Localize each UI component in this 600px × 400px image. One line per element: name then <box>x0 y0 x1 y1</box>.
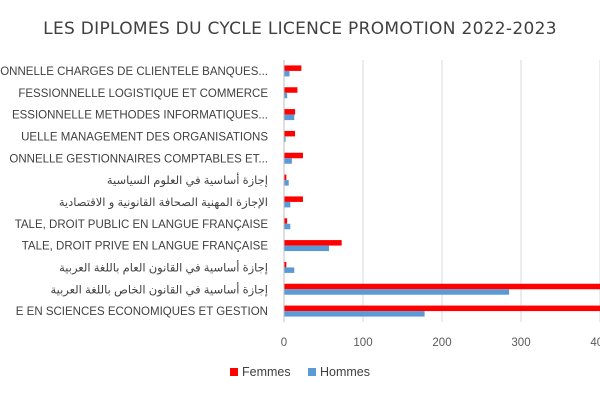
bar-hommes <box>284 267 295 273</box>
x-tick-label: 300 <box>511 337 530 349</box>
bar-hommes <box>284 201 291 208</box>
bar-hommes <box>284 136 286 142</box>
x-axis-ticks: 0 100 200 300 400 <box>281 337 600 349</box>
bar-femmes <box>284 305 600 312</box>
x-tick-label: 400 <box>590 337 600 349</box>
bar-hommes <box>284 92 288 99</box>
bar-femmes <box>284 283 600 290</box>
category-label: TALE, DROIT PRIVE EN LANGUE FRANÇAISE <box>22 241 269 253</box>
chart-title: LES DIPLOMES DU CYCLE LICENCE PROMOTION … <box>43 19 557 39</box>
category-label: E EN SCIENCES ECONOMIQUES ET GESTION <box>16 306 268 318</box>
legend-label-femmes: Femmes <box>242 365 291 379</box>
bar-femmes <box>284 130 296 137</box>
bar-hommes <box>284 311 425 317</box>
bar-femmes <box>284 218 288 224</box>
category-label: TALE, DROIT PUBLIC EN LANGUE FRANÇAISE <box>15 219 269 231</box>
legend: Femmes Hommes <box>230 365 370 379</box>
category-label: FESSIONNELLE LOGISTIQUE ET COMMERCE <box>18 88 268 100</box>
category-label: ONNELLE GESTIONNAIRES COMPTABLES ET... <box>9 153 268 165</box>
category-label: إجازة أساسية في القانون الخاص باللغة الع… <box>50 281 268 297</box>
bar-femmes <box>284 240 342 246</box>
category-labels: ONNELLE CHARGES DE CLIENTELE BANQUES... F… <box>0 66 268 318</box>
bars <box>284 65 600 317</box>
bar-femmes <box>284 109 296 115</box>
bar-hommes <box>284 114 295 121</box>
bar-femmes <box>284 196 303 202</box>
bar-femmes <box>284 65 302 71</box>
category-label: ESSIONNELLE METHODES INFORMATIQUES... <box>12 110 268 122</box>
bar-femmes <box>284 152 303 159</box>
bar-femmes <box>284 174 287 181</box>
bar-hommes <box>284 245 330 252</box>
bar-femmes <box>284 87 298 93</box>
x-tick-label: 100 <box>353 337 372 349</box>
legend-swatch-femmes <box>230 368 238 376</box>
category-label: ONNELLE CHARGES DE CLIENTELE BANQUES... <box>0 66 268 78</box>
bar-hommes <box>284 289 510 295</box>
category-label: إجازة أساسية في القانون العام باللغة الع… <box>59 259 268 275</box>
category-label: UELLE MANAGEMENT DES ORGANISATIONS <box>21 131 268 143</box>
legend-swatch-hommes <box>308 368 316 376</box>
category-label: إجازة أساسية في العلوم السياسية <box>107 172 268 188</box>
bar-hommes <box>284 180 289 186</box>
gridlines <box>362 60 600 322</box>
x-tick-label: 0 <box>281 337 287 349</box>
category-label: الإجازة المهنية الصحافة القانونية و الاق… <box>59 197 268 210</box>
bar-femmes <box>284 261 287 268</box>
bar-hommes <box>284 223 291 230</box>
bar-hommes <box>284 70 290 77</box>
x-tick-label: 200 <box>432 337 451 349</box>
bar-hommes <box>284 158 292 164</box>
legend-label-hommes: Hommes <box>320 365 370 379</box>
